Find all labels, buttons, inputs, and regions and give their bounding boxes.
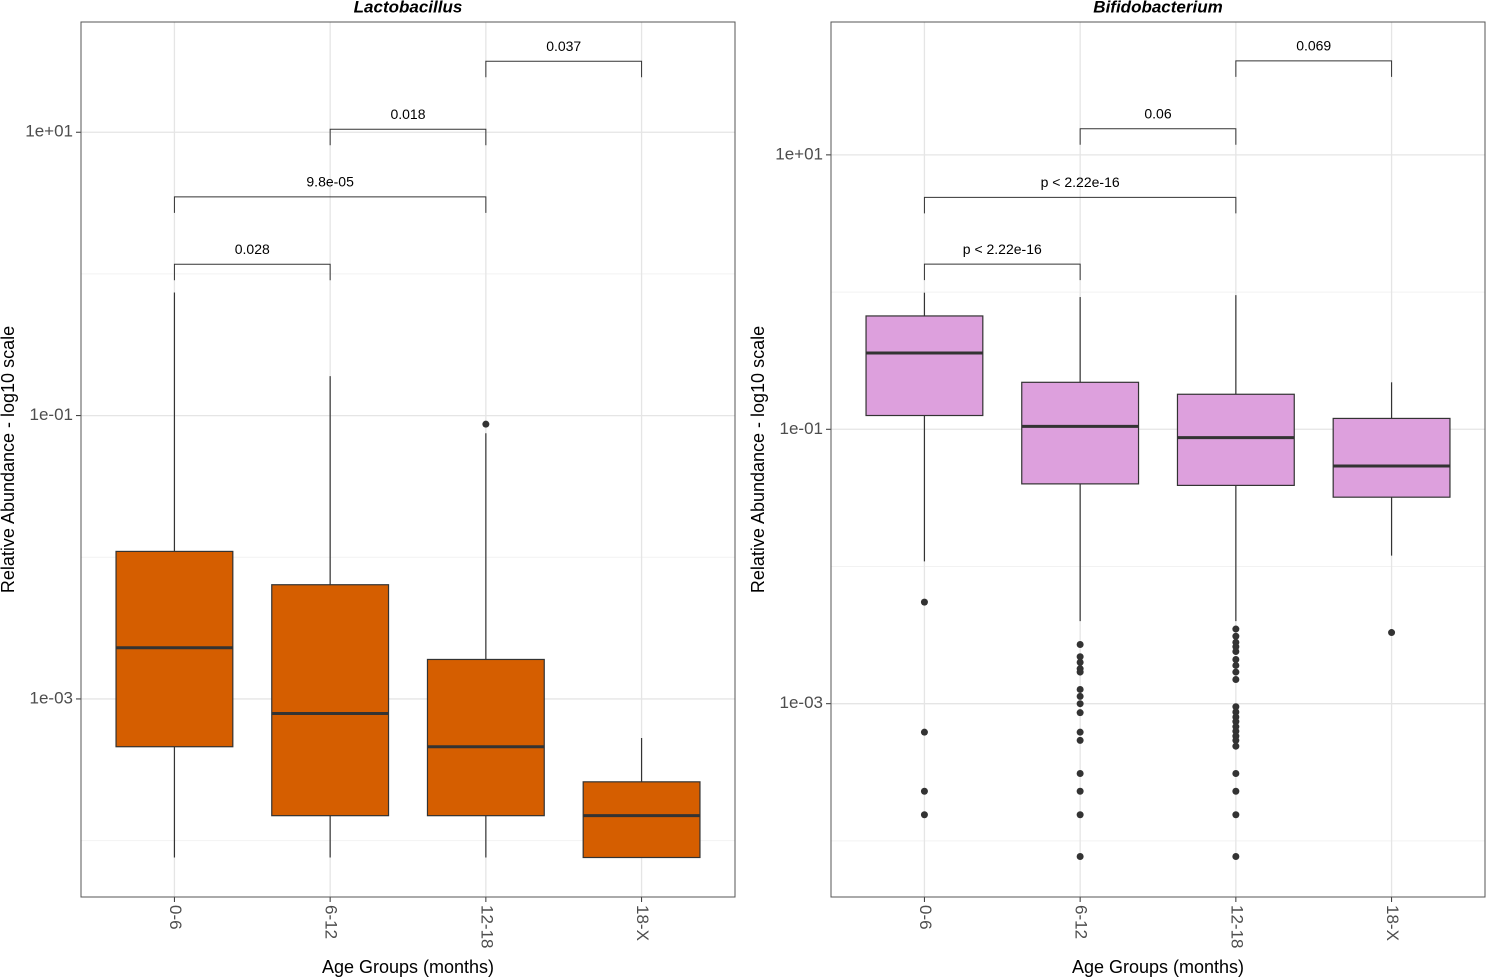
outlier <box>1076 709 1084 717</box>
box <box>582 781 701 859</box>
outlier <box>1232 703 1240 711</box>
outlier <box>1388 629 1396 637</box>
bracket <box>329 128 487 146</box>
x-tick-label: 12-18 <box>1227 905 1246 948</box>
outlier <box>920 787 928 795</box>
outlier <box>1232 811 1240 819</box>
x-tick-label: 12-18 <box>477 905 496 948</box>
y-tick-label: 1e+01 <box>775 144 823 163</box>
x-tick-label: 0-6 <box>916 905 935 930</box>
y-axis-label: Relative Abundance - log10 scale <box>0 326 18 593</box>
outlier <box>1232 661 1240 669</box>
outlier <box>482 420 490 428</box>
bracket-label: 0.069 <box>1296 38 1331 54</box>
bracket-label: 0.028 <box>235 241 270 257</box>
bracket <box>485 60 643 78</box>
outlier <box>1076 668 1084 676</box>
x-axis-label: Age Groups (months) <box>1072 957 1244 977</box>
panel-title: Lactobacillus <box>354 0 463 16</box>
y-tick-label: 1e-01 <box>780 419 823 438</box>
bracket <box>1079 128 1237 145</box>
y-tick-label: 1e+01 <box>25 122 73 141</box>
outlier <box>1232 632 1240 640</box>
box <box>271 584 390 817</box>
outlier <box>1232 648 1240 656</box>
outlier <box>1232 668 1240 676</box>
outlier <box>1232 625 1240 633</box>
bracket-label: 0.018 <box>390 106 425 122</box>
panel-border <box>830 21 1486 898</box>
y-tick-label: 1e-03 <box>30 688 73 707</box>
outlier <box>1076 692 1084 700</box>
outlier <box>1232 769 1240 777</box>
outlier <box>1076 700 1084 708</box>
outlier <box>1076 658 1084 666</box>
y-tick-label: 1e-01 <box>30 405 73 424</box>
outlier <box>1076 852 1084 860</box>
bracket <box>923 196 1237 214</box>
outlier <box>1076 811 1084 819</box>
outlier <box>1076 641 1084 649</box>
bracket <box>1235 60 1393 77</box>
box <box>1176 393 1295 486</box>
x-tick-label: 6-12 <box>322 905 341 939</box>
outlier <box>1232 718 1240 726</box>
outlier <box>1232 676 1240 684</box>
bracket <box>923 263 1081 281</box>
x-tick-label: 18-X <box>1383 905 1402 941</box>
outlier <box>1232 787 1240 795</box>
box <box>1021 381 1140 485</box>
bracket-label: p < 2.22e-16 <box>1041 174 1120 190</box>
x-tick-label: 0-6 <box>166 905 185 930</box>
bracket <box>173 263 331 281</box>
bracket <box>173 196 487 213</box>
x-tick-label: 18-X <box>633 905 652 941</box>
panel-border <box>80 21 736 898</box>
bracket-label: 0.06 <box>1144 105 1171 121</box>
outlier <box>1076 736 1084 744</box>
outlier <box>1232 742 1240 750</box>
box <box>426 658 545 817</box>
bracket-label: 9.8e-05 <box>306 174 354 190</box>
x-axis-label: Age Groups (months) <box>322 957 494 977</box>
outlier <box>1232 655 1240 663</box>
outlier <box>1232 736 1240 744</box>
outlier <box>920 728 928 736</box>
bracket-label: p < 2.22e-16 <box>963 241 1042 257</box>
outlier <box>920 598 928 606</box>
x-tick-label: 6-12 <box>1072 905 1091 939</box>
y-tick-label: 1e-03 <box>780 693 823 712</box>
panel-title: Bifidobacterium <box>1093 0 1222 16</box>
outlier <box>920 811 928 819</box>
box <box>1332 417 1451 498</box>
outlier <box>1076 787 1084 795</box>
box <box>865 315 984 417</box>
outlier <box>1232 708 1240 716</box>
outlier <box>1232 852 1240 860</box>
outlier <box>1232 727 1240 735</box>
outlier <box>1076 728 1084 736</box>
outlier <box>1076 685 1084 693</box>
y-axis-label: Relative Abundance - log10 scale <box>748 326 768 593</box>
outlier <box>1076 769 1084 777</box>
bracket-label: 0.037 <box>546 38 581 54</box>
outlier <box>1076 653 1084 661</box>
panel-background <box>81 22 735 897</box>
